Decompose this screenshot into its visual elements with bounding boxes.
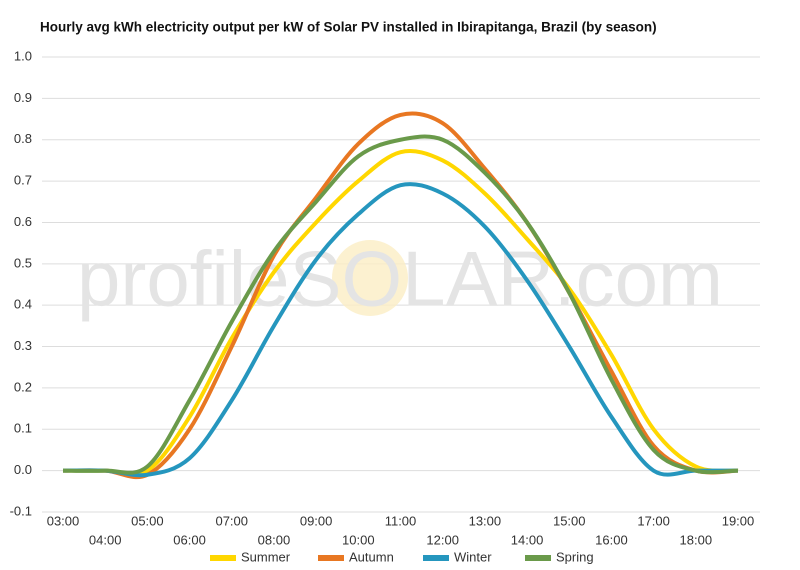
y-tick-label: 0.1	[14, 421, 32, 436]
legend-label: Autumn	[349, 549, 394, 564]
y-tick-label: -0.1	[10, 503, 32, 518]
legend-item: Summer	[210, 549, 291, 564]
x-tick-label: 17:00	[637, 513, 670, 528]
x-tick-label: 12:00	[426, 532, 459, 547]
x-tick-label: 10:00	[342, 532, 375, 547]
x-tick-label: 19:00	[722, 513, 755, 528]
x-tick-label: 09:00	[300, 513, 333, 528]
x-tick-label: 11:00	[385, 513, 417, 528]
watermark-group: profileSOLAR.com	[77, 235, 723, 323]
x-tick-label: 15:00	[553, 513, 586, 528]
legend-item: Autumn	[318, 549, 394, 564]
legend-item: Winter	[423, 549, 492, 564]
legend-swatch	[210, 555, 236, 561]
y-tick-label: 0.8	[14, 131, 32, 146]
y-tick-label: 0.7	[14, 173, 32, 188]
legend-label: Summer	[241, 549, 291, 564]
x-tick-label: 08:00	[258, 532, 291, 547]
legend-swatch	[525, 555, 551, 561]
legend-label: Spring	[556, 549, 594, 564]
x-tick-label: 18:00	[680, 532, 713, 547]
x-tick-label: 05:00	[131, 513, 164, 528]
x-tick-label: 16:00	[595, 532, 628, 547]
x-tick-label: 04:00	[89, 532, 122, 547]
line	[62, 111, 739, 480]
x-tick-label: 13:00	[469, 513, 502, 528]
legend-swatch	[318, 555, 344, 561]
y-tick-label: 0.9	[14, 90, 32, 105]
x-tick-label: 03:00	[47, 513, 80, 528]
y-tick-label: 0.2	[14, 379, 32, 394]
y-tick-label: 0.6	[14, 214, 32, 229]
watermark-sun	[332, 240, 408, 316]
y-tick-label: 0.3	[14, 338, 32, 353]
line	[62, 134, 739, 475]
x-tick-label: 14:00	[511, 532, 544, 547]
legend-item: Spring	[525, 549, 594, 564]
legend-label: Winter	[454, 549, 492, 564]
y-tick-label: 0.5	[14, 255, 32, 270]
chart-title: Hourly avg kWh electricity output per kW…	[40, 20, 657, 35]
y-tick-label: 0.4	[14, 297, 32, 312]
line	[62, 149, 739, 477]
x-tick-label: 06:00	[173, 532, 206, 547]
x-tick-label: 07:00	[215, 513, 248, 528]
y-tick-label: 0.0	[14, 462, 32, 477]
watermark: profileSOLAR.com	[77, 235, 723, 323]
line	[62, 182, 738, 478]
legend-swatch	[423, 555, 449, 561]
y-tick-label: 1.0	[14, 48, 32, 63]
